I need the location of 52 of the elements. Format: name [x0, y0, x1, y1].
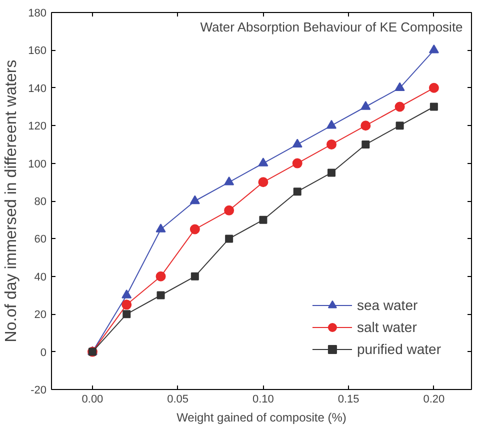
point	[190, 224, 200, 234]
point	[394, 82, 405, 91]
point	[428, 82, 439, 93]
point	[259, 216, 268, 224]
x-tick-label: 0.20	[423, 394, 445, 406]
point	[326, 139, 336, 150]
point	[360, 120, 371, 131]
point	[362, 140, 370, 148]
y-tick-label: 100	[28, 158, 47, 170]
y-tick-label: 20	[34, 309, 47, 322]
y-tick-label: -20	[30, 384, 47, 396]
point	[292, 158, 302, 168]
y-tick-label: 40	[34, 271, 47, 284]
point	[190, 195, 200, 204]
point	[122, 290, 132, 298]
point	[122, 310, 131, 318]
point	[225, 234, 234, 243]
y-tick-label: 180	[28, 8, 47, 20]
x-tick-label: 0.00	[82, 394, 104, 406]
y-tick-label: 0	[40, 346, 47, 359]
point	[156, 291, 165, 300]
legend-label: purified water	[356, 341, 441, 357]
y-axis-title: No.of day immersed in differeent waters	[3, 60, 20, 342]
point	[190, 272, 199, 280]
x-tick-label: 0.10	[252, 394, 274, 406]
point	[394, 102, 405, 112]
point	[156, 224, 166, 232]
text: Water Absorption Behaviour of KE Composite	[200, 20, 463, 34]
point	[292, 138, 302, 148]
point	[430, 102, 438, 111]
point	[224, 176, 234, 186]
point	[326, 120, 336, 129]
point	[428, 44, 439, 54]
y-tick-label: 80	[34, 196, 47, 208]
legend-label: salt water	[356, 319, 417, 335]
y-tick-label: 120	[28, 120, 47, 133]
y-tick-label: 60	[34, 234, 47, 246]
point	[122, 300, 132, 310]
point	[258, 158, 268, 166]
point	[360, 101, 371, 110]
point	[156, 271, 166, 282]
point	[328, 168, 336, 177]
point	[293, 188, 302, 196]
x-axis-title: Weight gained of composite (%)	[176, 410, 346, 424]
x-tick-label: 0.15	[338, 394, 360, 406]
y-tick-label: 160	[28, 45, 47, 58]
legend-label: sea water	[356, 297, 418, 313]
point	[396, 122, 404, 130]
y-tick-label: 140	[28, 82, 47, 95]
x-tick-label: 0.05	[167, 394, 189, 406]
point	[224, 205, 234, 216]
point	[258, 177, 268, 188]
